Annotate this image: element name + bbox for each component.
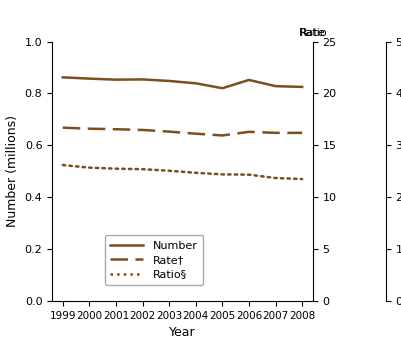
Text: Ratio: Ratio bbox=[298, 28, 327, 38]
Legend: Number, Rate†, Ratio§: Number, Rate†, Ratio§ bbox=[105, 235, 203, 285]
Y-axis label: Number (millions): Number (millions) bbox=[6, 115, 19, 227]
Text: Rate: Rate bbox=[300, 28, 326, 38]
X-axis label: Year: Year bbox=[169, 326, 196, 339]
